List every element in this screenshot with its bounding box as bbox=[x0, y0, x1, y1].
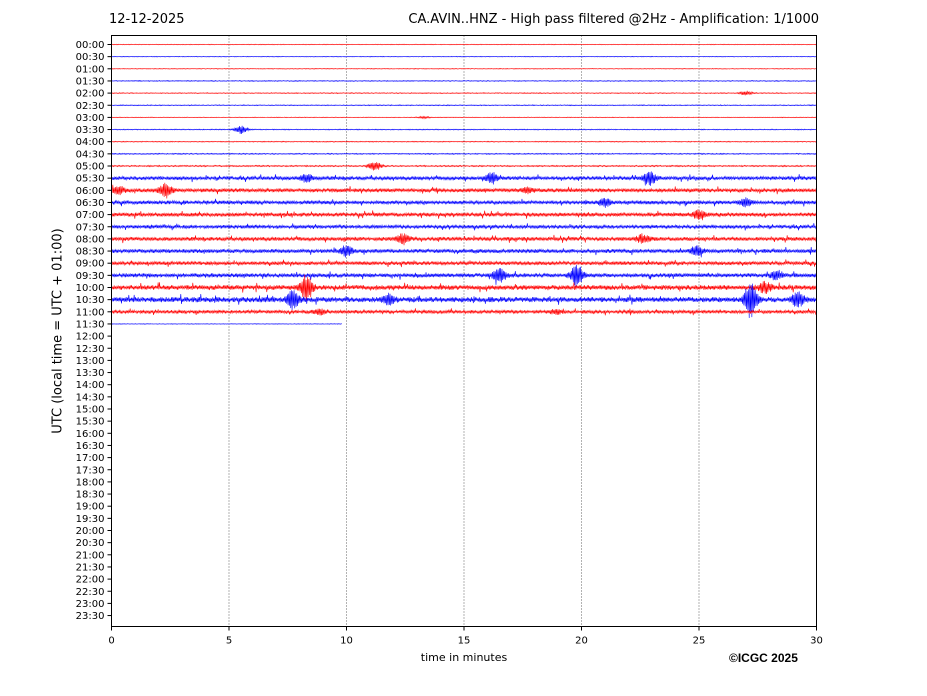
y-tick-label-12:30: 12:30 bbox=[76, 344, 105, 355]
y-tick-label-20:30: 20:30 bbox=[76, 538, 105, 549]
x-axis-ticks: 0 5 10 15 20 25 30 bbox=[108, 626, 823, 647]
y-tick-label-16:00: 16:00 bbox=[76, 429, 105, 440]
y-tick-label-19:00: 19:00 bbox=[76, 502, 105, 513]
trace-08:30 bbox=[111, 245, 817, 258]
y-tick-label-11:30: 11:30 bbox=[76, 319, 105, 330]
y-tick-label-12:00: 12:00 bbox=[76, 332, 105, 343]
trace-03:00 bbox=[111, 115, 817, 120]
y-tick-label-13:30: 13:30 bbox=[76, 368, 105, 379]
plot-frame bbox=[111, 35, 817, 627]
y-tick-label-23:30: 23:30 bbox=[76, 611, 105, 622]
trace-00:30 bbox=[111, 55, 817, 58]
trace-11:00 bbox=[111, 308, 817, 316]
x-tick-label-5: 5 bbox=[226, 636, 232, 647]
y-tick-label-06:00: 06:00 bbox=[76, 186, 105, 197]
y-tick-label-16:30: 16:30 bbox=[76, 441, 105, 452]
trace-07:00 bbox=[111, 209, 817, 221]
y-tick-label-22:00: 22:00 bbox=[76, 575, 105, 586]
y-axis-label: UTC (local time = UTC + 01:00) bbox=[50, 228, 66, 434]
y-tick-label-09:00: 09:00 bbox=[76, 259, 105, 270]
y-tick-label-03:00: 03:00 bbox=[76, 113, 105, 124]
y-tick-label-03:30: 03:30 bbox=[76, 125, 105, 136]
y-tick-label-11:00: 11:00 bbox=[76, 307, 105, 318]
trace-04:00 bbox=[111, 140, 817, 143]
y-tick-label-17:00: 17:00 bbox=[76, 453, 105, 464]
x-tick-label-10: 10 bbox=[340, 636, 353, 647]
y-tick-label-21:00: 21:00 bbox=[76, 550, 105, 561]
y-tick-label-02:00: 02:00 bbox=[76, 89, 105, 100]
y-tick-label-13:00: 13:00 bbox=[76, 356, 105, 367]
trace-05:00 bbox=[111, 162, 817, 171]
y-tick-label-23:00: 23:00 bbox=[76, 599, 105, 610]
y-tick-label-18:30: 18:30 bbox=[76, 490, 105, 501]
y-tick-label-15:30: 15:30 bbox=[76, 417, 105, 428]
trace-10:00 bbox=[111, 274, 817, 302]
y-tick-label-07:00: 07:00 bbox=[76, 210, 105, 221]
y-tick-label-10:30: 10:30 bbox=[76, 295, 105, 306]
trace-11:30 bbox=[111, 323, 342, 325]
trace-00:00 bbox=[111, 43, 817, 46]
x-tick-label-30: 30 bbox=[810, 636, 823, 647]
x-tick-label-0: 0 bbox=[108, 636, 114, 647]
trace-01:00 bbox=[111, 68, 817, 70]
trace-02:00 bbox=[111, 90, 817, 96]
y-tick-label-10:00: 10:00 bbox=[76, 283, 105, 294]
x-axis-label: time in minutes bbox=[420, 651, 508, 664]
y-tick-label-02:30: 02:30 bbox=[76, 101, 105, 112]
y-tick-label-00:30: 00:30 bbox=[76, 52, 105, 63]
y-tick-label-06:30: 06:30 bbox=[76, 198, 105, 209]
y-tick-label-19:30: 19:30 bbox=[76, 514, 105, 525]
copyright-text: ©ICGC 2025 bbox=[729, 651, 798, 665]
y-tick-label-04:30: 04:30 bbox=[76, 149, 105, 160]
trace-01:30 bbox=[111, 79, 817, 82]
y-tick-label-20:00: 20:00 bbox=[76, 526, 105, 537]
trace-08:00 bbox=[111, 233, 817, 246]
x-tick-label-15: 15 bbox=[458, 636, 471, 647]
chart-title: CA.AVIN..HNZ - High pass filtered @2Hz -… bbox=[408, 12, 819, 27]
y-tick-label-15:00: 15:00 bbox=[76, 405, 105, 416]
y-tick-label-09:30: 09:30 bbox=[76, 271, 105, 282]
chart-date: 12-12-2025 bbox=[109, 12, 185, 27]
trace-09:30 bbox=[111, 264, 817, 287]
trace-06:00 bbox=[111, 182, 817, 199]
y-tick-label-14:00: 14:00 bbox=[76, 380, 105, 391]
trace-07:30 bbox=[111, 223, 817, 231]
y-tick-label-17:30: 17:30 bbox=[76, 465, 105, 476]
trace-02:30 bbox=[111, 104, 817, 107]
y-tick-label-18:00: 18:00 bbox=[76, 477, 105, 488]
seismic-traces bbox=[111, 43, 817, 325]
y-tick-label-05:00: 05:00 bbox=[76, 162, 105, 173]
y-tick-label-07:30: 07:30 bbox=[76, 222, 105, 233]
trace-03:30 bbox=[111, 125, 817, 134]
y-tick-label-04:00: 04:00 bbox=[76, 137, 105, 148]
trace-10:30 bbox=[111, 283, 817, 318]
y-tick-label-14:30: 14:30 bbox=[76, 392, 105, 403]
y-tick-label-08:00: 08:00 bbox=[76, 234, 105, 245]
x-tick-label-25: 25 bbox=[693, 636, 706, 647]
trace-05:30 bbox=[111, 171, 817, 186]
y-tick-label-05:30: 05:30 bbox=[76, 174, 105, 185]
y-tick-label-00:00: 00:00 bbox=[76, 40, 105, 51]
trace-09:00 bbox=[111, 259, 817, 268]
y-tick-label-01:30: 01:30 bbox=[76, 76, 105, 87]
trace-06:30 bbox=[111, 197, 817, 208]
y-tick-label-21:30: 21:30 bbox=[76, 562, 105, 573]
x-tick-label-20: 20 bbox=[575, 636, 588, 647]
y-tick-label-01:00: 01:00 bbox=[76, 64, 105, 75]
y-tick-label-22:30: 22:30 bbox=[76, 587, 105, 598]
trace-04:30 bbox=[111, 152, 817, 156]
y-tick-label-08:30: 08:30 bbox=[76, 247, 105, 258]
gridlines bbox=[228, 35, 700, 627]
